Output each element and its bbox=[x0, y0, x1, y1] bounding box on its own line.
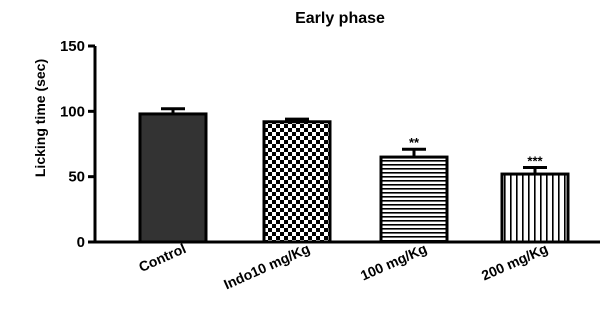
x-tick-label-200-mg-kg: 200 mg/Kg bbox=[479, 240, 550, 283]
bar-control bbox=[138, 112, 208, 244]
bar-indo10-mg-kg bbox=[262, 120, 332, 244]
y-tick-label: 0 bbox=[77, 234, 85, 251]
bar-100-mg-kg bbox=[379, 155, 449, 244]
y-tick-label: 100 bbox=[60, 103, 85, 120]
chart-title: Early phase bbox=[295, 10, 385, 27]
bars: ***** bbox=[138, 107, 570, 244]
y-tick-label: 150 bbox=[60, 38, 85, 55]
significance-200-mg-kg: *** bbox=[527, 154, 543, 169]
y-tick-label: 50 bbox=[68, 169, 85, 186]
x-ticks: Control Indo10 mg/Kg 100 mg/Kg 200 mg/Kg bbox=[136, 240, 550, 292]
y-axis-label: Licking time (sec) bbox=[32, 59, 48, 177]
y-ticks: 0 50 100 150 bbox=[60, 38, 95, 251]
significance-100-mg-kg: ** bbox=[409, 135, 420, 150]
x-tick-label-100-mg-kg: 100 mg/Kg bbox=[358, 240, 429, 283]
x-tick-label-indo10-mg-kg: Indo10 mg/Kg bbox=[221, 240, 312, 292]
bar-200-mg-kg bbox=[500, 172, 570, 244]
x-tick-label-control: Control bbox=[136, 240, 188, 275]
